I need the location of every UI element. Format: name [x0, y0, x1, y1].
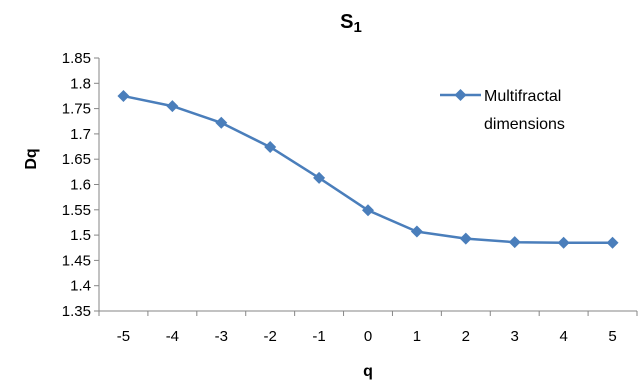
data-point-marker — [215, 116, 228, 129]
legend-diamond-marker — [454, 89, 467, 101]
data-point-marker — [313, 171, 326, 184]
x-tick-label: -4 — [166, 328, 179, 345]
x-tick-label: -5 — [117, 328, 130, 345]
y-tick-label: 1.4 — [70, 278, 91, 295]
x-tick-label: 1 — [413, 328, 421, 345]
y-tick-label: 1.65 — [62, 151, 91, 168]
y-axis-label: Dq — [23, 148, 40, 169]
y-tick-label: 1.8 — [70, 75, 91, 92]
x-tick-label: 3 — [511, 328, 519, 345]
x-tick-label: -1 — [312, 328, 325, 345]
data-point-marker — [557, 236, 570, 249]
y-tick-label: 1.35 — [62, 303, 91, 320]
data-point-marker — [117, 89, 130, 102]
x-tick-label: -3 — [215, 328, 228, 345]
x-axis-label: q — [363, 363, 373, 380]
x-axis-ticks: -5 -4 -3 -2 -1 0 1 2 3 4 5 — [98, 311, 638, 345]
y-tick-label: 1.75 — [62, 101, 91, 118]
y-tick-label: 1.85 — [62, 50, 91, 67]
legend: Multifractal dimensions — [440, 88, 565, 133]
x-tick-label: 2 — [462, 328, 470, 345]
x-tick-label: -2 — [264, 328, 277, 345]
y-tick-label: 1.7 — [70, 126, 91, 143]
chart-title: S1 — [340, 11, 362, 36]
x-tick-label: 4 — [559, 328, 567, 345]
data-point-marker — [362, 204, 374, 217]
data-point-marker — [166, 100, 179, 113]
data-point-marker — [264, 141, 277, 154]
x-tick-label: 0 — [364, 328, 372, 345]
x-tick-label: 5 — [608, 328, 616, 345]
y-axis-ticks: 1.35 1.4 1.45 1.5 1.55 1.6 1.65 1.7 1.75 1.8 1.85 — [62, 50, 99, 320]
y-tick-label: 1.6 — [70, 177, 91, 194]
chart-title-subscript: 1 — [354, 19, 362, 36]
chart-title-main: S — [340, 11, 353, 33]
series-layer — [117, 89, 619, 249]
y-tick-label: 1.5 — [70, 227, 91, 244]
data-point-marker — [459, 232, 472, 245]
data-point-marker — [410, 225, 423, 238]
y-tick-label: 1.55 — [62, 202, 91, 219]
plot-area: 1.351.41.451.51.551.61.651.71.751.81.85 … — [62, 50, 638, 345]
data-point-marker — [606, 236, 619, 249]
y-tick-label: 1.45 — [62, 252, 91, 269]
legend-label-line1: Multifractal — [484, 88, 561, 105]
legend-label-line2: dimensions — [484, 116, 565, 133]
data-point-marker — [508, 236, 521, 249]
